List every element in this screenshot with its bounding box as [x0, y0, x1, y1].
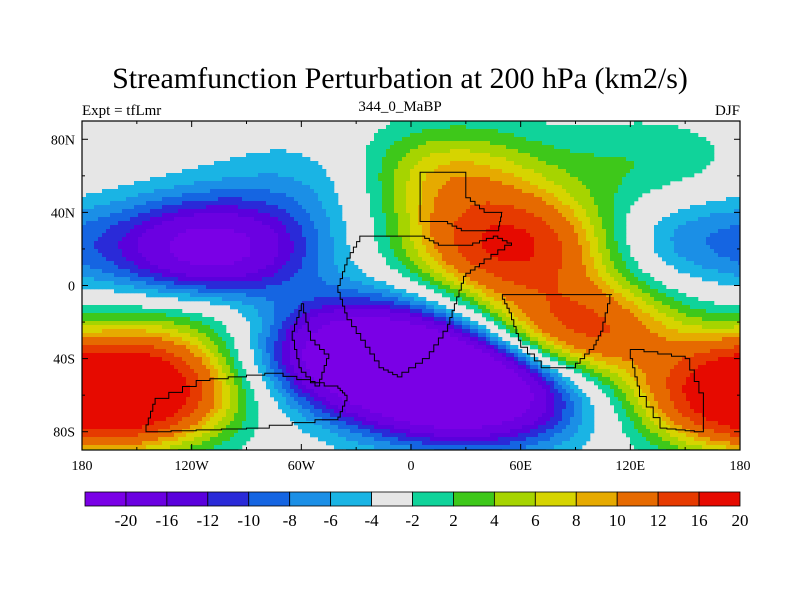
colorbar-label: -2	[405, 511, 419, 530]
coastline-segment	[291, 303, 330, 387]
colorbar-label: -10	[237, 511, 260, 530]
colorbar-swatch	[616, 491, 659, 507]
colorbar-label: 4	[490, 511, 499, 530]
y-tick-label: 40S	[53, 353, 75, 368]
colorbar-label: -8	[283, 511, 297, 530]
colorbar-swatch	[330, 491, 372, 507]
season-label: DJF	[714, 103, 740, 119]
case-label: 344_0_MaBP	[358, 99, 442, 115]
colorbar-swatch	[289, 491, 332, 507]
colorbar-label: 8	[572, 511, 581, 530]
colorbar-label: 6	[531, 511, 540, 530]
coastline-segment	[337, 235, 512, 378]
x-tick-label: 60E	[509, 459, 532, 474]
colorbar-swatch	[657, 491, 700, 507]
colorbar-swatch	[698, 491, 741, 507]
y-tick-label: 80N	[51, 133, 75, 148]
y-tick-label: 80S	[53, 426, 75, 441]
colorbar-swatch	[371, 491, 413, 507]
colorbar-swatch	[248, 491, 291, 507]
x-tick-label: 180	[72, 459, 93, 474]
x-tick-label: 120E	[616, 459, 646, 474]
x-tick-label: 120W	[175, 459, 210, 474]
colorbar-swatch	[125, 491, 168, 507]
colorbar-label: -4	[364, 511, 379, 530]
colorbar-label: 20	[732, 511, 749, 530]
colorbar-swatch	[166, 491, 209, 507]
coastline-segment	[501, 294, 613, 369]
colorbar-swatch	[207, 491, 250, 507]
x-tick-label: 180	[730, 459, 751, 474]
colorbar-label: 10	[609, 511, 626, 530]
y-tick-label: 0	[68, 280, 75, 295]
coastline-segment	[629, 349, 704, 433]
colorbar-label: -16	[156, 511, 179, 530]
colorbar-swatch	[84, 491, 127, 507]
colorbar-swatch	[453, 491, 495, 507]
colorbar-swatch	[493, 491, 536, 507]
coastlines	[145, 171, 704, 433]
colorbar-label: -6	[324, 511, 338, 530]
colorbar: -20 -16 -12 -10 -8 -6 -4 -2 2 4 6 8 10 12 16 20	[84, 491, 749, 530]
colorbar-label: -12	[196, 511, 219, 530]
coastline-segment	[145, 372, 348, 433]
axes: 180 120W 60W 0 60E 120E 180 80N 40N 0 40S 80S	[51, 121, 751, 474]
colorbar-label: -20	[115, 511, 138, 530]
y-tick-label: 40N	[51, 206, 75, 221]
colorbar-swatch	[412, 491, 454, 507]
x-tick-label: 0	[408, 459, 415, 474]
coastline-segment	[419, 171, 503, 232]
colorbar-swatch	[534, 491, 577, 507]
colorbar-label: 12	[650, 511, 667, 530]
x-tick-label: 60W	[288, 459, 316, 474]
colorbar-swatch	[575, 491, 618, 507]
colorbar-label: 16	[691, 511, 708, 530]
colorbar-label: 2	[449, 511, 458, 530]
contour-field	[82, 121, 740, 450]
plot-title: Streamfunction Perturbation at 200 hPa (…	[112, 62, 688, 95]
experiment-label: Expt = tfLmr	[82, 103, 162, 119]
